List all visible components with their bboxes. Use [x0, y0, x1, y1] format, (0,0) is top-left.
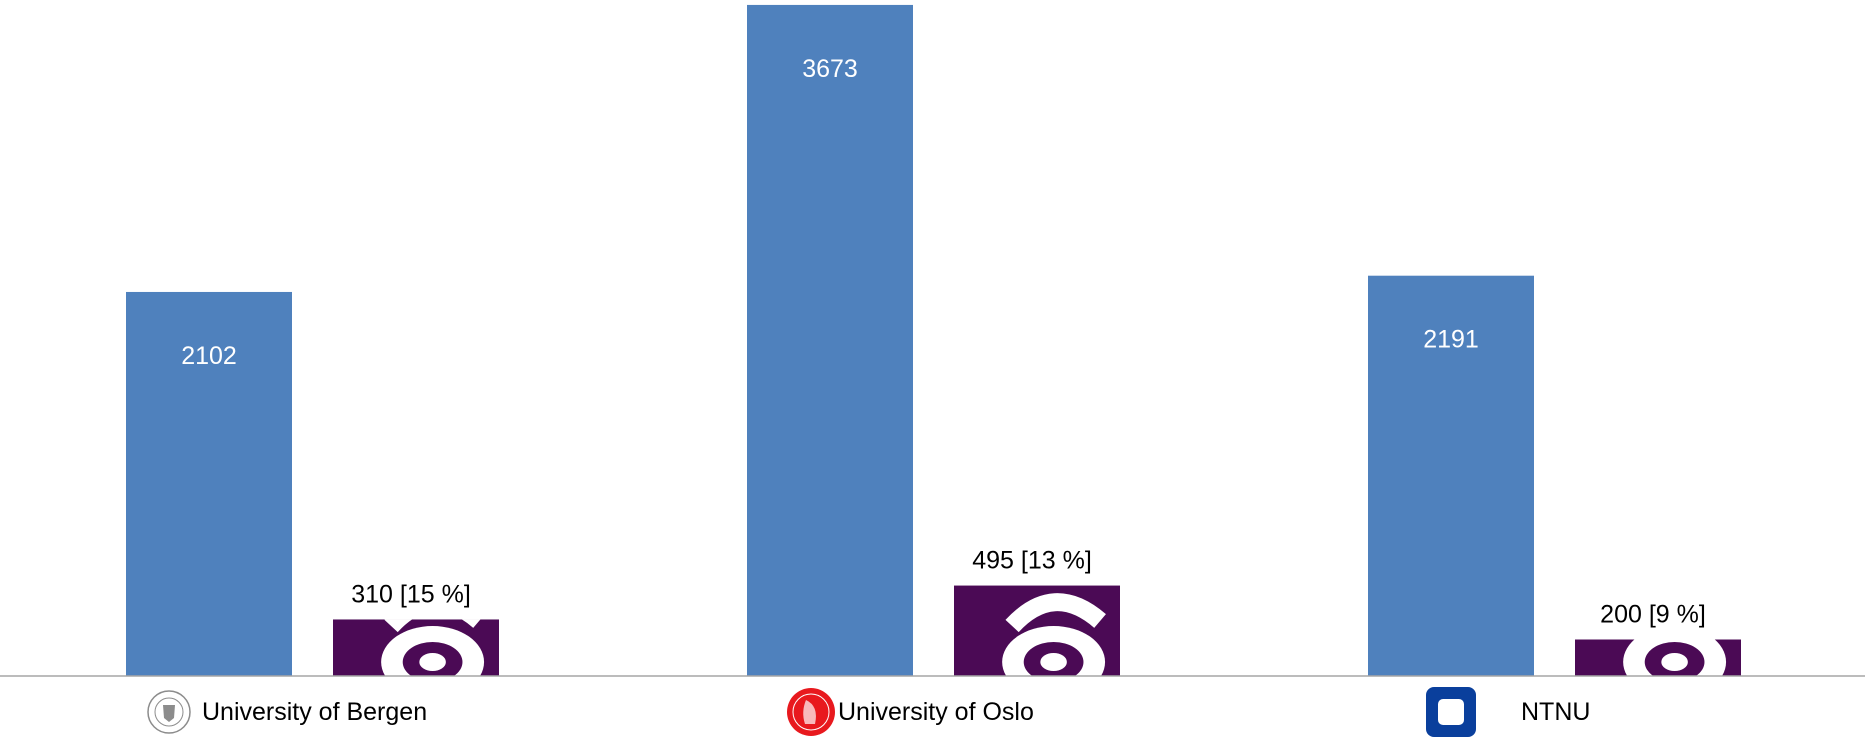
- bar-total-ntnu: [1368, 275, 1534, 676]
- bar-open-access-university-of-bergen: [333, 619, 499, 677]
- ntnu-logo-icon: [1426, 687, 1476, 737]
- value-label-open-access-ntnu: 200 [9 %]: [1600, 600, 1706, 628]
- university-of-bergen-seal-icon: [147, 690, 191, 734]
- category-label-university-of-bergen: University of Bergen: [202, 698, 427, 726]
- category-labels-layer: University of Bergen University of Oslo NT…: [147, 687, 1590, 737]
- category-label-university-of-oslo: University of Oslo: [838, 698, 1034, 726]
- value-label-total-ntnu: 2191: [1423, 326, 1479, 354]
- value-label-total-university-of-bergen: 2102: [181, 342, 237, 370]
- bars-layer: [126, 4, 1741, 677]
- value-label-open-access-university-of-bergen: 310 [15 %]: [351, 580, 471, 608]
- value-labels-layer: 2102 310 [15 %] 3673 495 [13 %] 2191 200 [9 %…: [181, 55, 1706, 629]
- category-label-ntnu: NTNU: [1521, 698, 1590, 726]
- bar-open-access-ntnu: [1575, 639, 1741, 677]
- bar-open-access-university-of-oslo: [954, 585, 1120, 676]
- value-label-total-university-of-oslo: 3673: [802, 55, 858, 83]
- value-label-open-access-university-of-oslo: 495 [13 %]: [972, 547, 1092, 575]
- bar-total-university-of-oslo: [747, 4, 913, 676]
- bar-total-university-of-bergen: [126, 291, 292, 676]
- university-of-oslo-seal-icon: [787, 688, 835, 736]
